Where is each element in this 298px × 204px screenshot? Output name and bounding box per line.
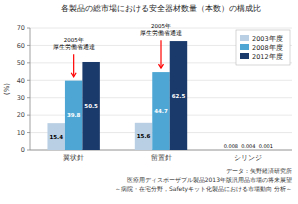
annotation-line: 厚生労働省通達 [53,44,95,50]
annotation-line: 厚生労働省通達 [140,30,182,36]
y-tick-label: 60 [17,42,25,50]
legend-swatch [240,44,249,50]
bar [222,149,239,150]
data-label: 0.008 [224,143,238,149]
data-label: 15.6 [137,133,151,139]
legend-label: 2003年度 [252,35,283,43]
legend-swatch [240,35,249,41]
bar [170,41,187,150]
bar [240,149,257,150]
y-tick [27,45,30,46]
annotation-arrow [73,54,74,76]
legend-label: 2012年度 [252,53,283,61]
footnote: 医療用ディスポーザブル製品2013年版汎用品市場の将来展望 [127,176,292,183]
bar [47,123,64,150]
y-tick-label: 30 [17,94,25,102]
bar [65,81,82,150]
footnote: ～病院・在宅分野，Safetyキット化製品における市場動向 分析～ [115,185,292,193]
bar [152,72,169,150]
bar [135,123,152,150]
x-tick-label: 翼状針 [63,154,84,162]
y-axis-label: (%) [3,83,11,95]
annotation-arrow [160,40,161,67]
annotation-arrowhead [159,64,164,68]
y-tick-label: 50 [17,59,25,67]
y-tick [27,28,30,29]
y-tick [27,150,30,151]
annotation: 2005年厚生労働省通達 [53,37,95,50]
y-tick [27,115,30,116]
chart: 各製品の総市場における安全器材数量（本数）の構成比 (%) 0 10 20 30 40 50 6… [0,0,298,204]
y-tick [27,80,30,81]
legend-label: 2008年度 [252,44,283,52]
y-tick [27,132,30,133]
data-label: 50.5 [84,103,98,109]
annotation-line: 2005年 [151,23,171,29]
data-label: 15.4 [49,134,63,140]
footnote: データ：矢野経済研究所 [226,167,292,174]
data-label: 44.7 [154,108,168,114]
annotation-line: 2005年 [64,37,84,43]
y-tick-label: 40 [17,77,25,85]
x-tick-label: 留置針 [151,154,172,162]
y-tick-label: 70 [17,24,25,32]
title: 各製品の総市場における安全器材数量（本数）の構成比 [61,4,261,13]
data-label: 0.004 [241,143,255,149]
y-tick-label: 20 [17,111,25,119]
legend-swatch [240,53,249,59]
bar [82,62,99,150]
data-label: 0.001 [259,143,273,149]
y-tick-label: 10 [17,129,25,137]
bars [47,41,274,150]
legend: 2003年度2008年度2012年度 [236,30,290,65]
data-label: 39.8 [67,112,81,118]
bar [257,149,274,150]
annotation-arrowhead [71,73,76,77]
y-tick [27,97,30,98]
legend-box [236,30,290,65]
x-tick-label: シリンジ [234,154,262,162]
y-tick [27,62,30,63]
annotation: 2005年厚生労働省通達 [140,23,182,36]
y-tick-label: 0 [21,146,25,154]
y-axis [30,28,31,150]
data-label: 62.5 [172,93,186,99]
